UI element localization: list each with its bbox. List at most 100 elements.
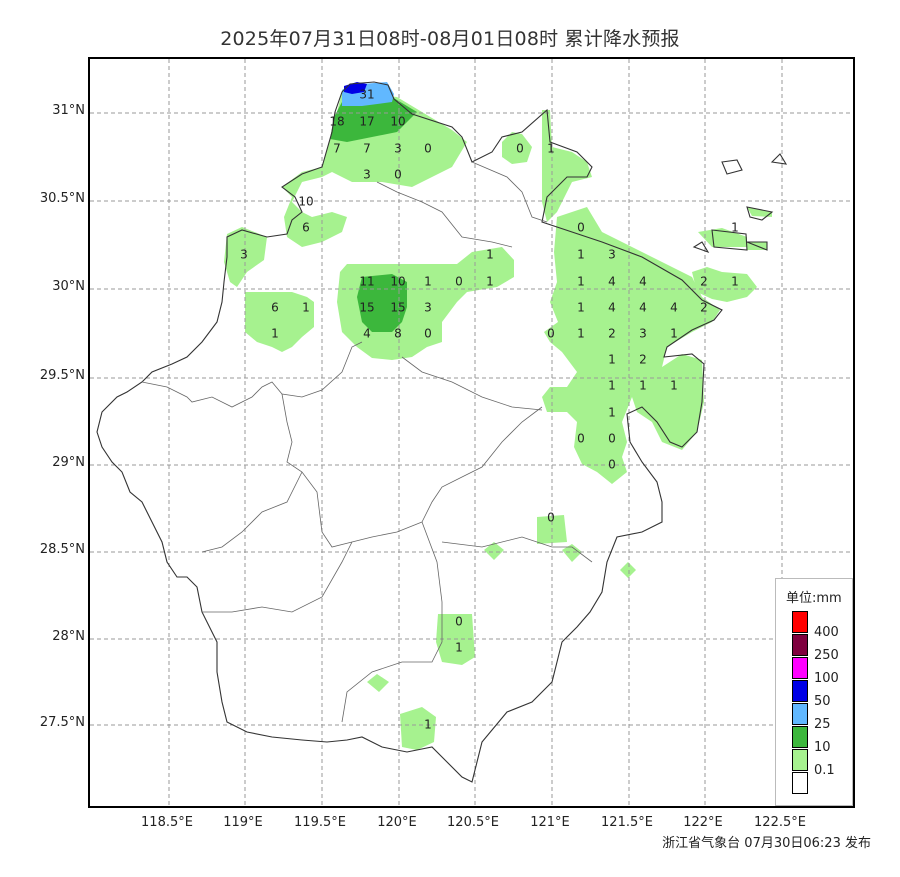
station-value: 4: [363, 327, 371, 341]
longitude-label: 122.5°E: [754, 815, 806, 830]
legend-unit: 单位:mm: [786, 591, 842, 606]
station-value: 2: [608, 327, 616, 341]
station-value: 4: [608, 301, 616, 315]
station-value: 10: [390, 275, 405, 289]
legend-swatch: [792, 680, 808, 702]
station-value: 4: [639, 301, 647, 315]
station-value: 3: [363, 168, 371, 182]
city-boundaries: [141, 161, 593, 723]
latitude-label: 31°N: [52, 103, 85, 118]
station-value: 0: [455, 275, 463, 289]
station-value: 1: [486, 275, 494, 289]
legend-value: 10: [814, 740, 831, 755]
station-value: 1: [577, 248, 585, 262]
graticule: [90, 59, 853, 806]
longitude-label: 120.5°E: [447, 815, 499, 830]
station-value: 10: [298, 195, 313, 209]
latitude-label: 29°N: [52, 455, 85, 470]
station-value: 1: [639, 379, 647, 393]
latitude-label: 30.5°N: [39, 191, 85, 206]
latitude-label: 27.5°N: [39, 715, 85, 730]
legend-value: 100: [814, 671, 839, 686]
station-value: 0: [577, 221, 585, 235]
legend-swatch: [792, 611, 808, 633]
latitude-label: 30°N: [52, 279, 85, 294]
station-value: 3: [394, 142, 402, 156]
station-value: 0: [394, 168, 402, 182]
station-value: 0: [424, 327, 432, 341]
station-value: 17: [359, 115, 374, 129]
station-value: 0: [547, 511, 555, 525]
publisher-footer: 浙江省气象台 07月30日06:23 发布: [662, 836, 871, 851]
station-value: 0: [577, 432, 585, 446]
latitude-label: 28°N: [52, 629, 85, 644]
station-value: 4: [608, 275, 616, 289]
legend-value: 400: [814, 625, 839, 640]
station-value: 3: [639, 327, 647, 341]
legend-value: 25: [814, 717, 831, 732]
legend-swatch: [792, 703, 808, 725]
longitude-label: 119°E: [223, 815, 263, 830]
station-value: 1: [302, 301, 310, 315]
station-value: 0: [455, 615, 463, 629]
station-value: 6: [271, 301, 279, 315]
longitude-label: 121°E: [530, 815, 570, 830]
station-value: 1: [670, 327, 678, 341]
station-value: 0: [547, 327, 555, 341]
longitude-label: 120°E: [377, 815, 417, 830]
station-value: 1: [577, 275, 585, 289]
legend-value: 250: [814, 648, 839, 663]
station-value: 0: [516, 142, 524, 156]
station-value: 15: [359, 301, 374, 315]
station-value: 0: [608, 432, 616, 446]
station-value: 7: [363, 142, 371, 156]
station-value: 1: [608, 353, 616, 367]
station-value: 3: [608, 248, 616, 262]
station-value: 15: [390, 301, 405, 315]
legend: 单位:mm 400 250 100 50 25 10 0.1: [775, 578, 853, 806]
legend-swatch: [792, 772, 808, 794]
station-value: 1: [577, 301, 585, 315]
station-value: 1: [424, 718, 432, 732]
legend-value: 0.1: [814, 763, 835, 778]
latitude-label: 29.5°N: [39, 368, 85, 383]
legend-value: 50: [814, 694, 831, 709]
station-value: 1: [670, 379, 678, 393]
province-boundary: [96, 81, 788, 783]
station-value: 31: [359, 88, 374, 102]
station-value: 4: [670, 301, 678, 315]
station-value: 1: [455, 641, 463, 655]
station-value: 3: [240, 248, 248, 262]
station-value: 7: [333, 142, 341, 156]
station-value: 1: [608, 406, 616, 420]
station-value: 1: [547, 142, 555, 156]
longitude-label: 119.5°E: [294, 815, 346, 830]
station-value: 0: [608, 458, 616, 472]
station-value: 1: [731, 221, 739, 235]
station-value: 2: [700, 301, 708, 315]
longitude-label: 118.5°E: [141, 815, 193, 830]
station-value: 1: [271, 327, 279, 341]
station-value: 8: [394, 327, 402, 341]
legend-swatch: [792, 634, 808, 656]
station-value: 0: [424, 142, 432, 156]
legend-swatch: [792, 726, 808, 748]
precipitation-map[interactable]: 31 18 17 10 7 7 3 0 3 0 0 1 10 6 3 6 1 1 1 11 10 1 0 1 15 15 3 4 8 0 0…: [88, 57, 855, 808]
legend-swatch: [792, 657, 808, 679]
longitude-label: 121.5°E: [601, 815, 653, 830]
station-value: 1: [424, 275, 432, 289]
latitude-label: 28.5°N: [39, 542, 85, 557]
station-value: 11: [359, 275, 374, 289]
legend-swatch: [792, 749, 808, 771]
station-value: 3: [424, 301, 432, 315]
station-value: 6: [302, 221, 310, 235]
station-value: 18: [329, 115, 344, 129]
longitude-label: 122°E: [683, 815, 723, 830]
map-title: 2025年07月31日08时-08月01日08时 累计降水预报: [220, 28, 680, 50]
station-value: 4: [639, 275, 647, 289]
station-value: 1: [577, 327, 585, 341]
station-value: 10: [390, 115, 405, 129]
station-value: 1: [486, 248, 494, 262]
